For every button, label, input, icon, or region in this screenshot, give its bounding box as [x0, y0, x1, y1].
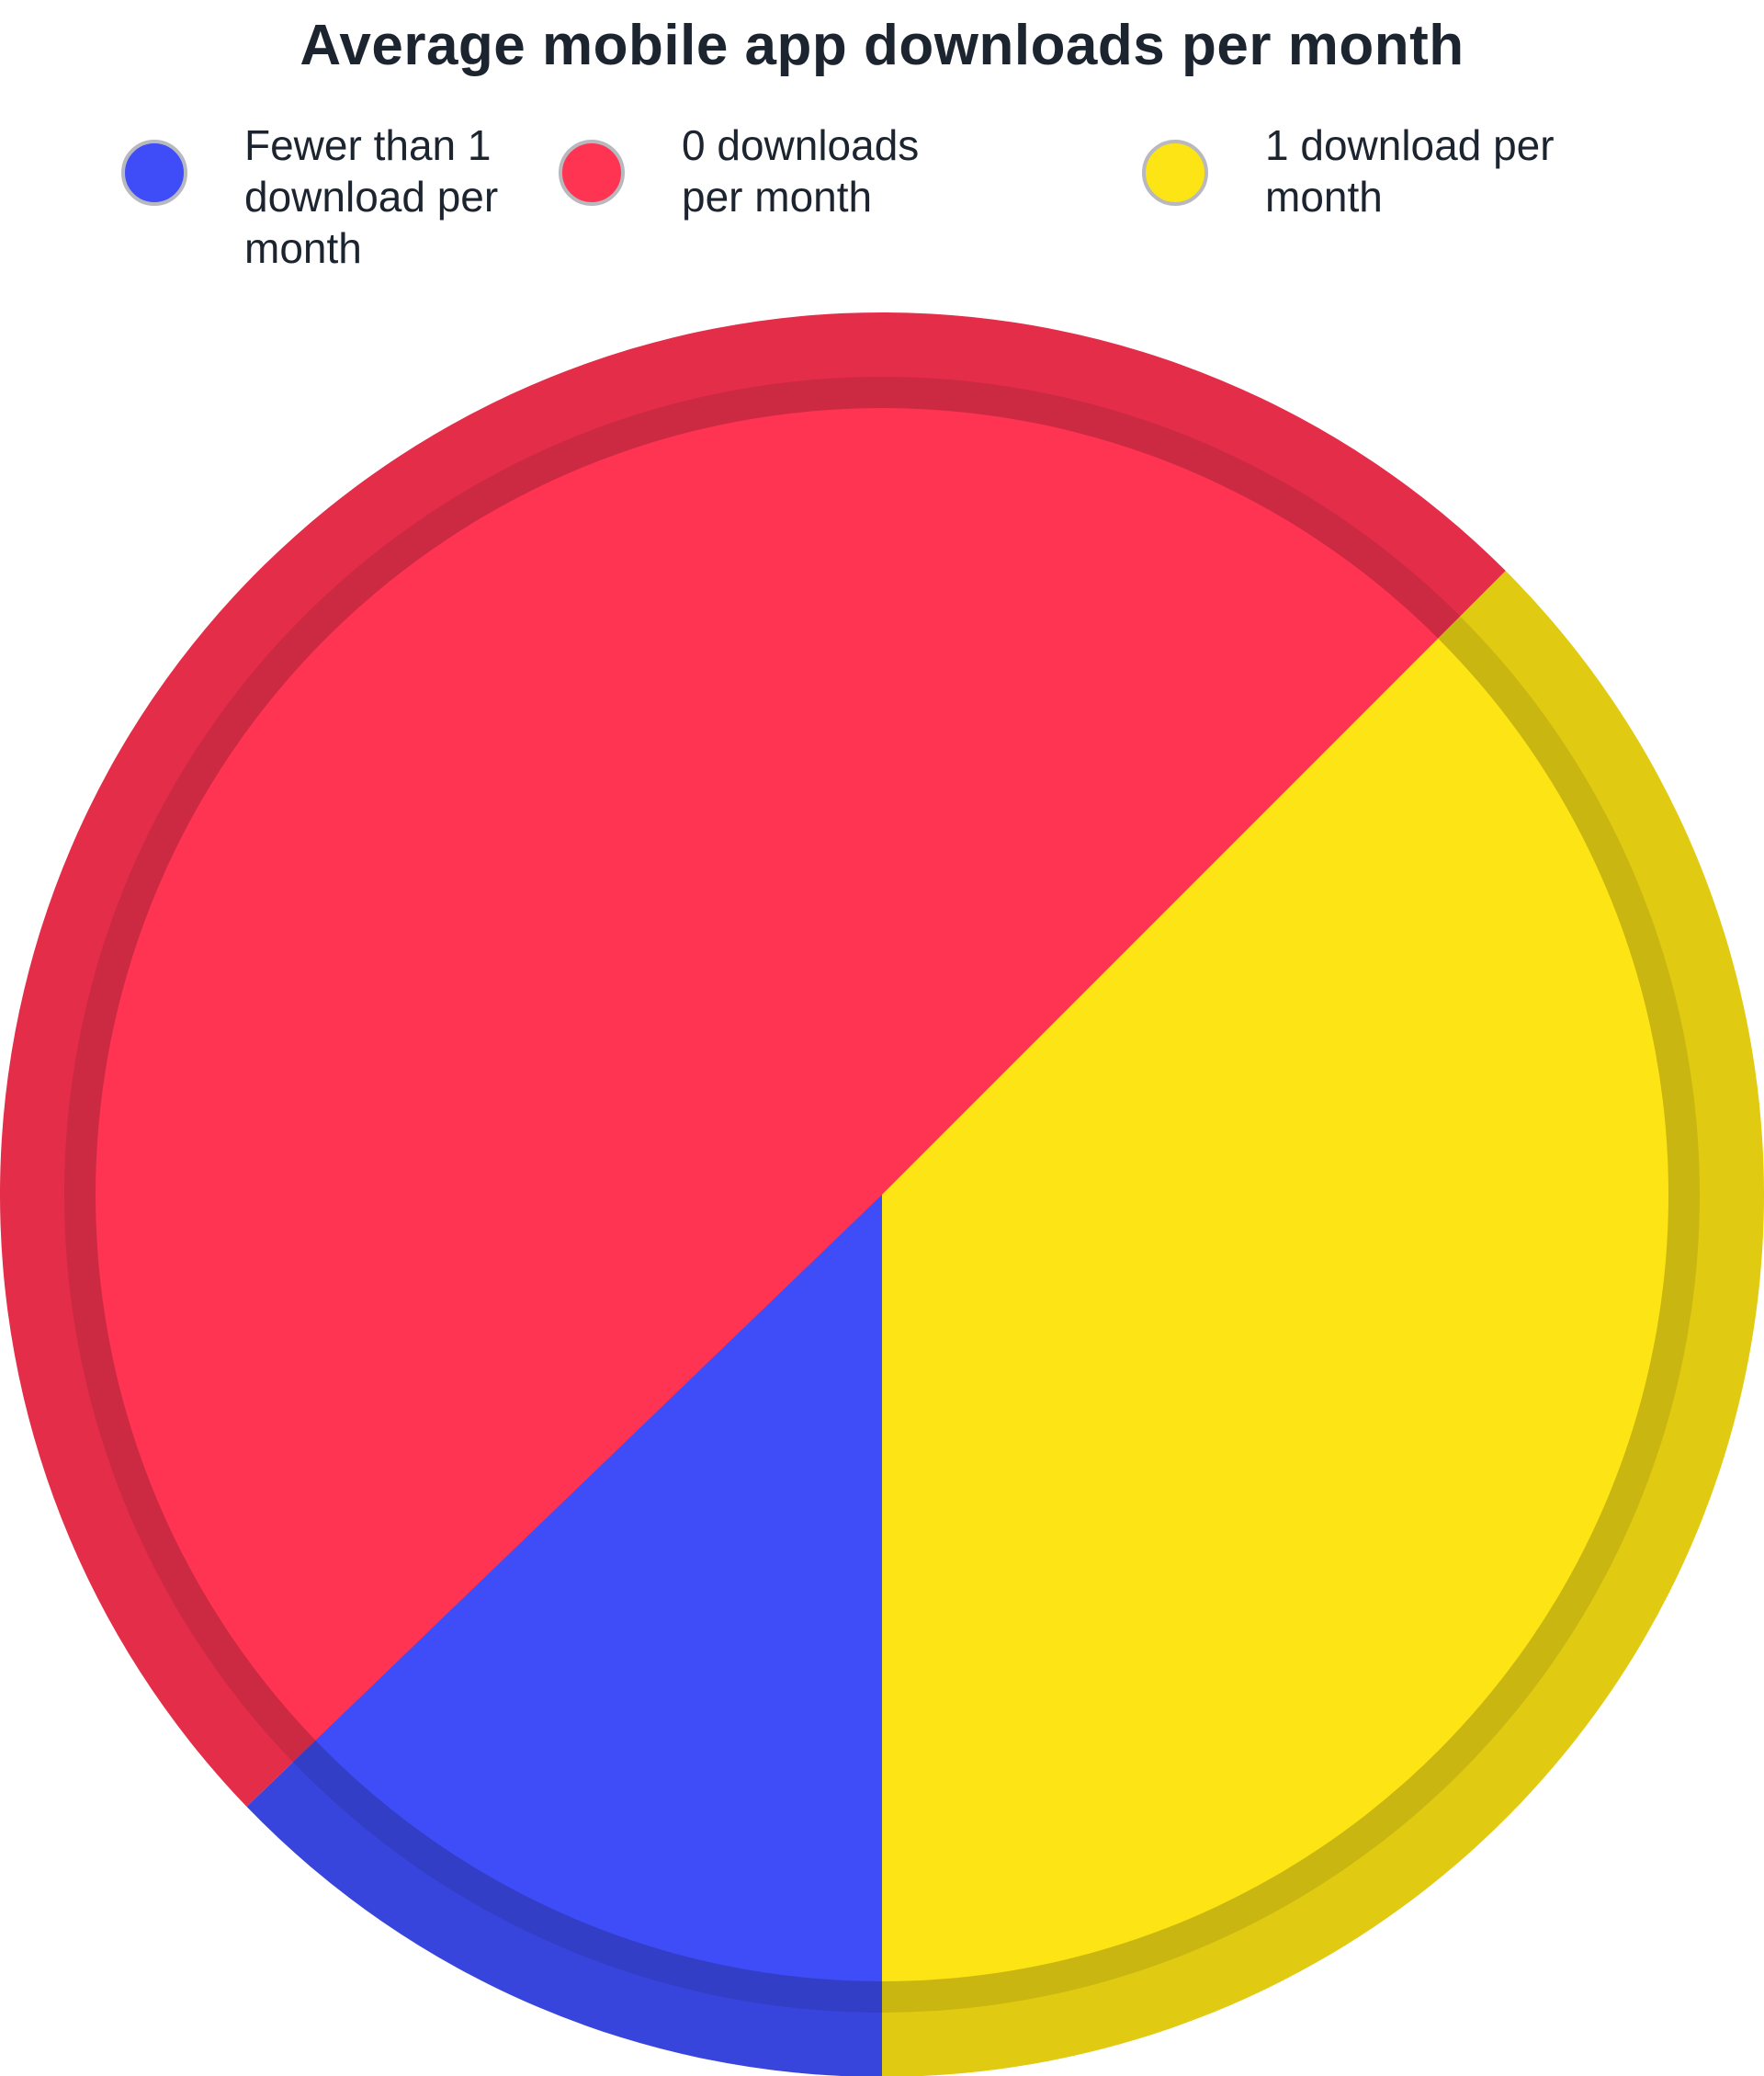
pie-slice-0-downloads-per-month — [95, 407, 1439, 1741]
legend-label-fewer-than-1: Fewer than 1 download per month — [244, 121, 499, 272]
legend-label-one: 1 download per month — [1265, 121, 1555, 221]
legend: Fewer than 1 download per month 0 downlo… — [0, 119, 1764, 285]
legend-swatch-one — [1142, 140, 1208, 206]
chart-title: Average mobile app downloads per month — [300, 14, 1464, 77]
legend-item-zero: 0 downloads per month — [559, 119, 957, 222]
legend-item-fewer-than-1: Fewer than 1 download per month — [121, 119, 548, 274]
legend-label-zero: 0 downloads per month — [682, 121, 920, 221]
pie-slice-fewer-than-1-download-per-month — [315, 1195, 882, 1981]
legend-swatch-zero — [559, 140, 625, 206]
legend-swatch-fewer-than-1 — [121, 140, 187, 206]
legend-item-one: 1 download per month — [1142, 119, 1614, 222]
pie-slice-1-download-per-month — [882, 638, 1668, 1982]
